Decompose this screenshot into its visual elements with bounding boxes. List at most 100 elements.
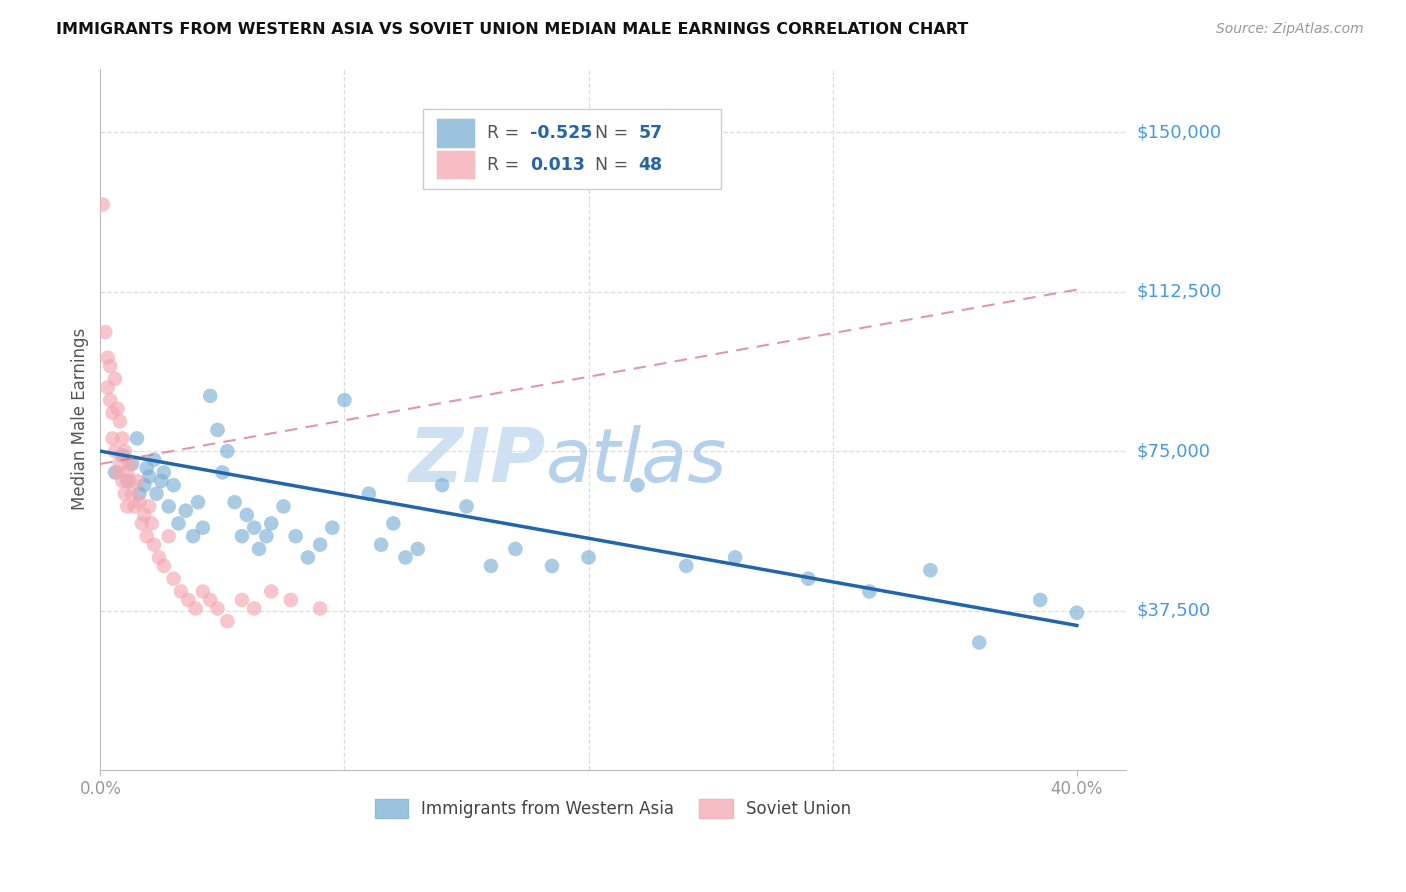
Text: $150,000: $150,000 — [1137, 123, 1222, 141]
FancyBboxPatch shape — [423, 109, 721, 189]
Point — [231, 529, 253, 543]
Point — [118, 457, 141, 471]
FancyBboxPatch shape — [436, 150, 475, 179]
Point — [104, 444, 127, 458]
Text: $112,500: $112,500 — [1137, 283, 1222, 301]
Point — [177, 593, 200, 607]
Point — [128, 486, 150, 500]
Legend: Immigrants from Western Asia, Soviet Union: Immigrants from Western Asia, Soviet Uni… — [368, 792, 858, 825]
Point — [187, 495, 209, 509]
Point — [101, 406, 124, 420]
Point — [254, 529, 277, 543]
Text: atlas: atlas — [547, 425, 728, 498]
Point — [131, 516, 153, 531]
Point — [724, 550, 747, 565]
Point — [143, 452, 166, 467]
Point — [200, 389, 222, 403]
Point — [1066, 606, 1088, 620]
Point — [191, 584, 214, 599]
Point — [309, 601, 332, 615]
Point — [134, 508, 156, 522]
Point — [370, 538, 392, 552]
Text: -0.525: -0.525 — [530, 124, 592, 142]
Point — [107, 466, 129, 480]
Point — [125, 431, 148, 445]
Point — [115, 474, 138, 488]
Point — [153, 558, 176, 573]
Point — [456, 500, 478, 514]
Point — [157, 529, 180, 543]
Y-axis label: Median Male Earnings: Median Male Earnings — [72, 328, 89, 510]
Point — [479, 558, 502, 573]
Point — [260, 516, 283, 531]
Text: 0.013: 0.013 — [530, 155, 585, 174]
Point — [108, 457, 131, 471]
Point — [184, 601, 207, 615]
Point — [115, 500, 138, 514]
Text: R =: R = — [486, 155, 524, 174]
Point — [107, 401, 129, 416]
Point — [382, 516, 405, 531]
Point — [967, 635, 990, 649]
Point — [128, 495, 150, 509]
Point — [231, 593, 253, 607]
Point — [394, 550, 416, 565]
Point — [94, 325, 117, 339]
Point — [920, 563, 942, 577]
Point — [200, 593, 222, 607]
Point — [224, 495, 246, 509]
Text: ZIP: ZIP — [409, 425, 547, 498]
Point — [217, 444, 239, 458]
Point — [162, 572, 184, 586]
Point — [115, 466, 138, 480]
Point — [101, 431, 124, 445]
Point — [138, 469, 160, 483]
Point — [125, 474, 148, 488]
Point — [98, 359, 121, 373]
Point — [150, 474, 173, 488]
Point — [211, 466, 233, 480]
Point — [207, 423, 229, 437]
Point — [111, 431, 134, 445]
Point — [97, 351, 120, 365]
Point — [98, 393, 121, 408]
Point — [111, 474, 134, 488]
Point — [114, 486, 136, 500]
Point — [143, 538, 166, 552]
Point — [148, 550, 170, 565]
Point — [247, 541, 270, 556]
Point — [121, 457, 143, 471]
Point — [118, 474, 141, 488]
Point — [260, 584, 283, 599]
Point — [243, 601, 266, 615]
Point — [309, 538, 332, 552]
Point — [167, 516, 190, 531]
Text: $37,500: $37,500 — [1137, 601, 1211, 620]
Point — [97, 380, 120, 394]
Text: N =: N = — [595, 124, 633, 142]
Point — [858, 584, 880, 599]
Point — [114, 444, 136, 458]
Point — [333, 393, 356, 408]
Point — [284, 529, 307, 543]
Point — [170, 584, 193, 599]
Point — [124, 500, 146, 514]
Point — [406, 541, 429, 556]
Point — [797, 572, 820, 586]
Point — [430, 478, 453, 492]
Point — [135, 529, 157, 543]
Point — [273, 500, 295, 514]
Text: N =: N = — [595, 155, 633, 174]
Point — [153, 466, 176, 480]
Point — [191, 521, 214, 535]
Point — [675, 558, 697, 573]
Point — [505, 541, 527, 556]
Point — [626, 478, 648, 492]
Point — [236, 508, 259, 522]
Point — [181, 529, 204, 543]
Point — [91, 197, 114, 211]
Text: R =: R = — [486, 124, 524, 142]
Point — [541, 558, 564, 573]
Point — [157, 500, 180, 514]
Text: 48: 48 — [638, 155, 662, 174]
